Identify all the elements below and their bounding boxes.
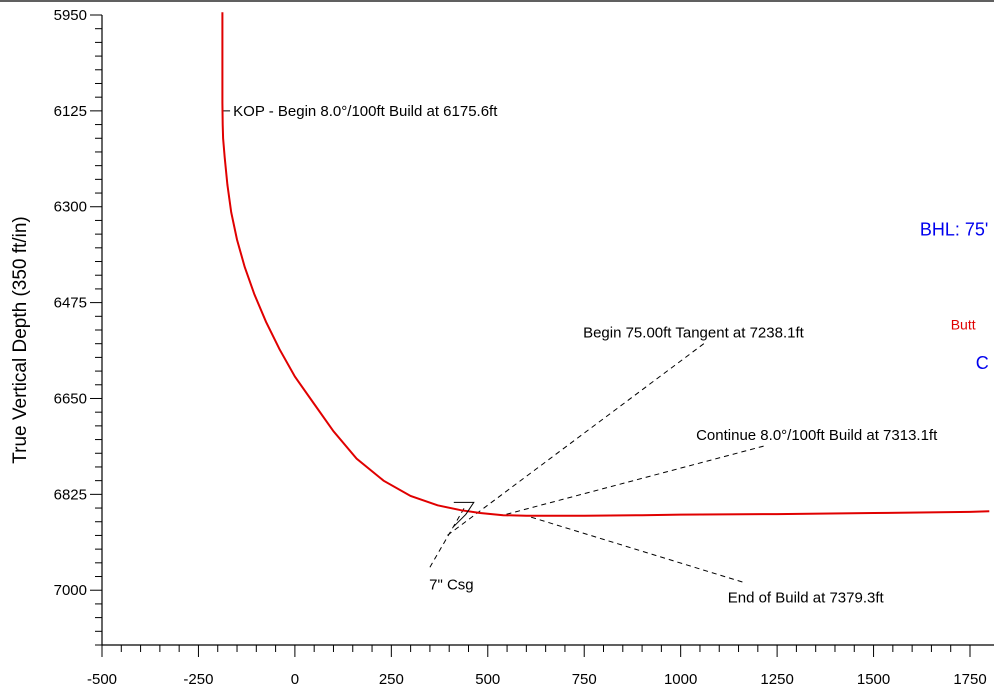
annotation-label: Begin 75.00ft Tangent at 7238.1ft <box>583 325 805 342</box>
y-axis-title: True Vertical Depth (350 ft/in) <box>10 216 31 463</box>
x-tick-label: 1250 <box>760 671 793 688</box>
x-tick-label: -500 <box>87 671 117 688</box>
x-tick-label: 500 <box>475 671 500 688</box>
casing-symbol <box>453 501 475 527</box>
leader-line <box>429 505 467 568</box>
x-tick-label: 750 <box>572 671 597 688</box>
y-tick-label: 6300 <box>54 199 87 216</box>
annotation-label: C <box>976 353 989 373</box>
leader-line <box>446 343 705 536</box>
trajectory-line <box>221 12 990 517</box>
y-tick-label: 6825 <box>54 486 87 503</box>
x-tick-label: 1000 <box>664 671 697 688</box>
x-tick-label: 0 <box>291 671 299 688</box>
annotation-label: Butt <box>951 317 976 333</box>
leader-line <box>505 445 764 516</box>
casing-marker <box>453 501 475 527</box>
x-tick-label: 250 <box>379 671 404 688</box>
leader-lines <box>223 110 764 583</box>
annotation-label: 7" Csg <box>429 577 474 594</box>
y-tick-label: 5950 <box>54 7 87 24</box>
annotation-labels: KOP - Begin 8.0°/100ft Build at 6175.6ft… <box>233 103 994 606</box>
annotation-label: KOP - Begin 8.0°/100ft Build at 6175.6ft <box>233 103 498 120</box>
y-tick-label: 6650 <box>54 390 87 407</box>
y-tick-label: 6475 <box>54 295 87 312</box>
annotation-label: Continue 8.0°/100ft Build at 7313.1ft <box>696 427 938 444</box>
leader-line <box>526 515 743 583</box>
y-tick-label: 7000 <box>54 582 87 599</box>
x-tick-label: -250 <box>183 671 213 688</box>
x-tick-label: 1500 <box>857 671 890 688</box>
annotation-label: BHL: 75' F <box>920 219 994 239</box>
annotation-label: End of Build at 7379.3ft <box>728 589 885 606</box>
y-tick-label: 6125 <box>54 103 87 120</box>
x-tick-label: 1750 <box>953 671 986 688</box>
series-group <box>221 12 990 517</box>
